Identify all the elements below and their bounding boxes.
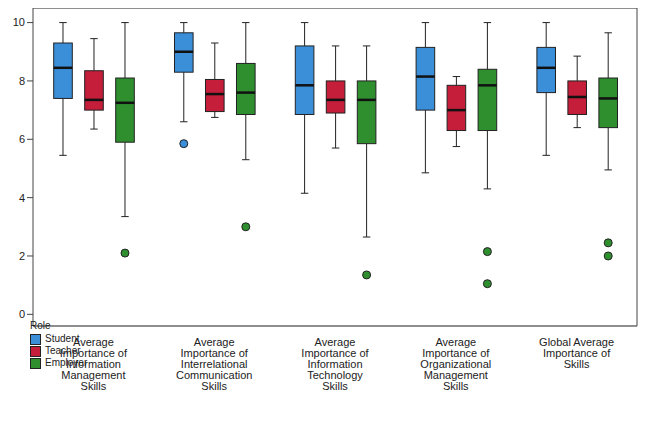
svg-text:0: 0 bbox=[19, 308, 25, 320]
svg-text:AverageImportance ofInformatio: AverageImportance ofInformationManagemen… bbox=[60, 336, 128, 392]
svg-text:AverageImportance ofInformatio: AverageImportance ofInformationTechnolog… bbox=[301, 336, 369, 392]
svg-text:Global AverageImportance ofSki: Global AverageImportance ofSkills bbox=[539, 336, 614, 370]
svg-text:8: 8 bbox=[19, 75, 25, 87]
svg-text:4: 4 bbox=[19, 192, 25, 204]
svg-text:6: 6 bbox=[19, 133, 25, 145]
svg-text:10: 10 bbox=[13, 16, 25, 28]
svg-text:AverageImportance ofOrganizati: AverageImportance ofOrganizationalManage… bbox=[420, 336, 491, 392]
svg-text:2: 2 bbox=[19, 250, 25, 262]
svg-text:AverageImportance ofInterrelat: AverageImportance ofInterrelationalCommu… bbox=[176, 336, 252, 392]
